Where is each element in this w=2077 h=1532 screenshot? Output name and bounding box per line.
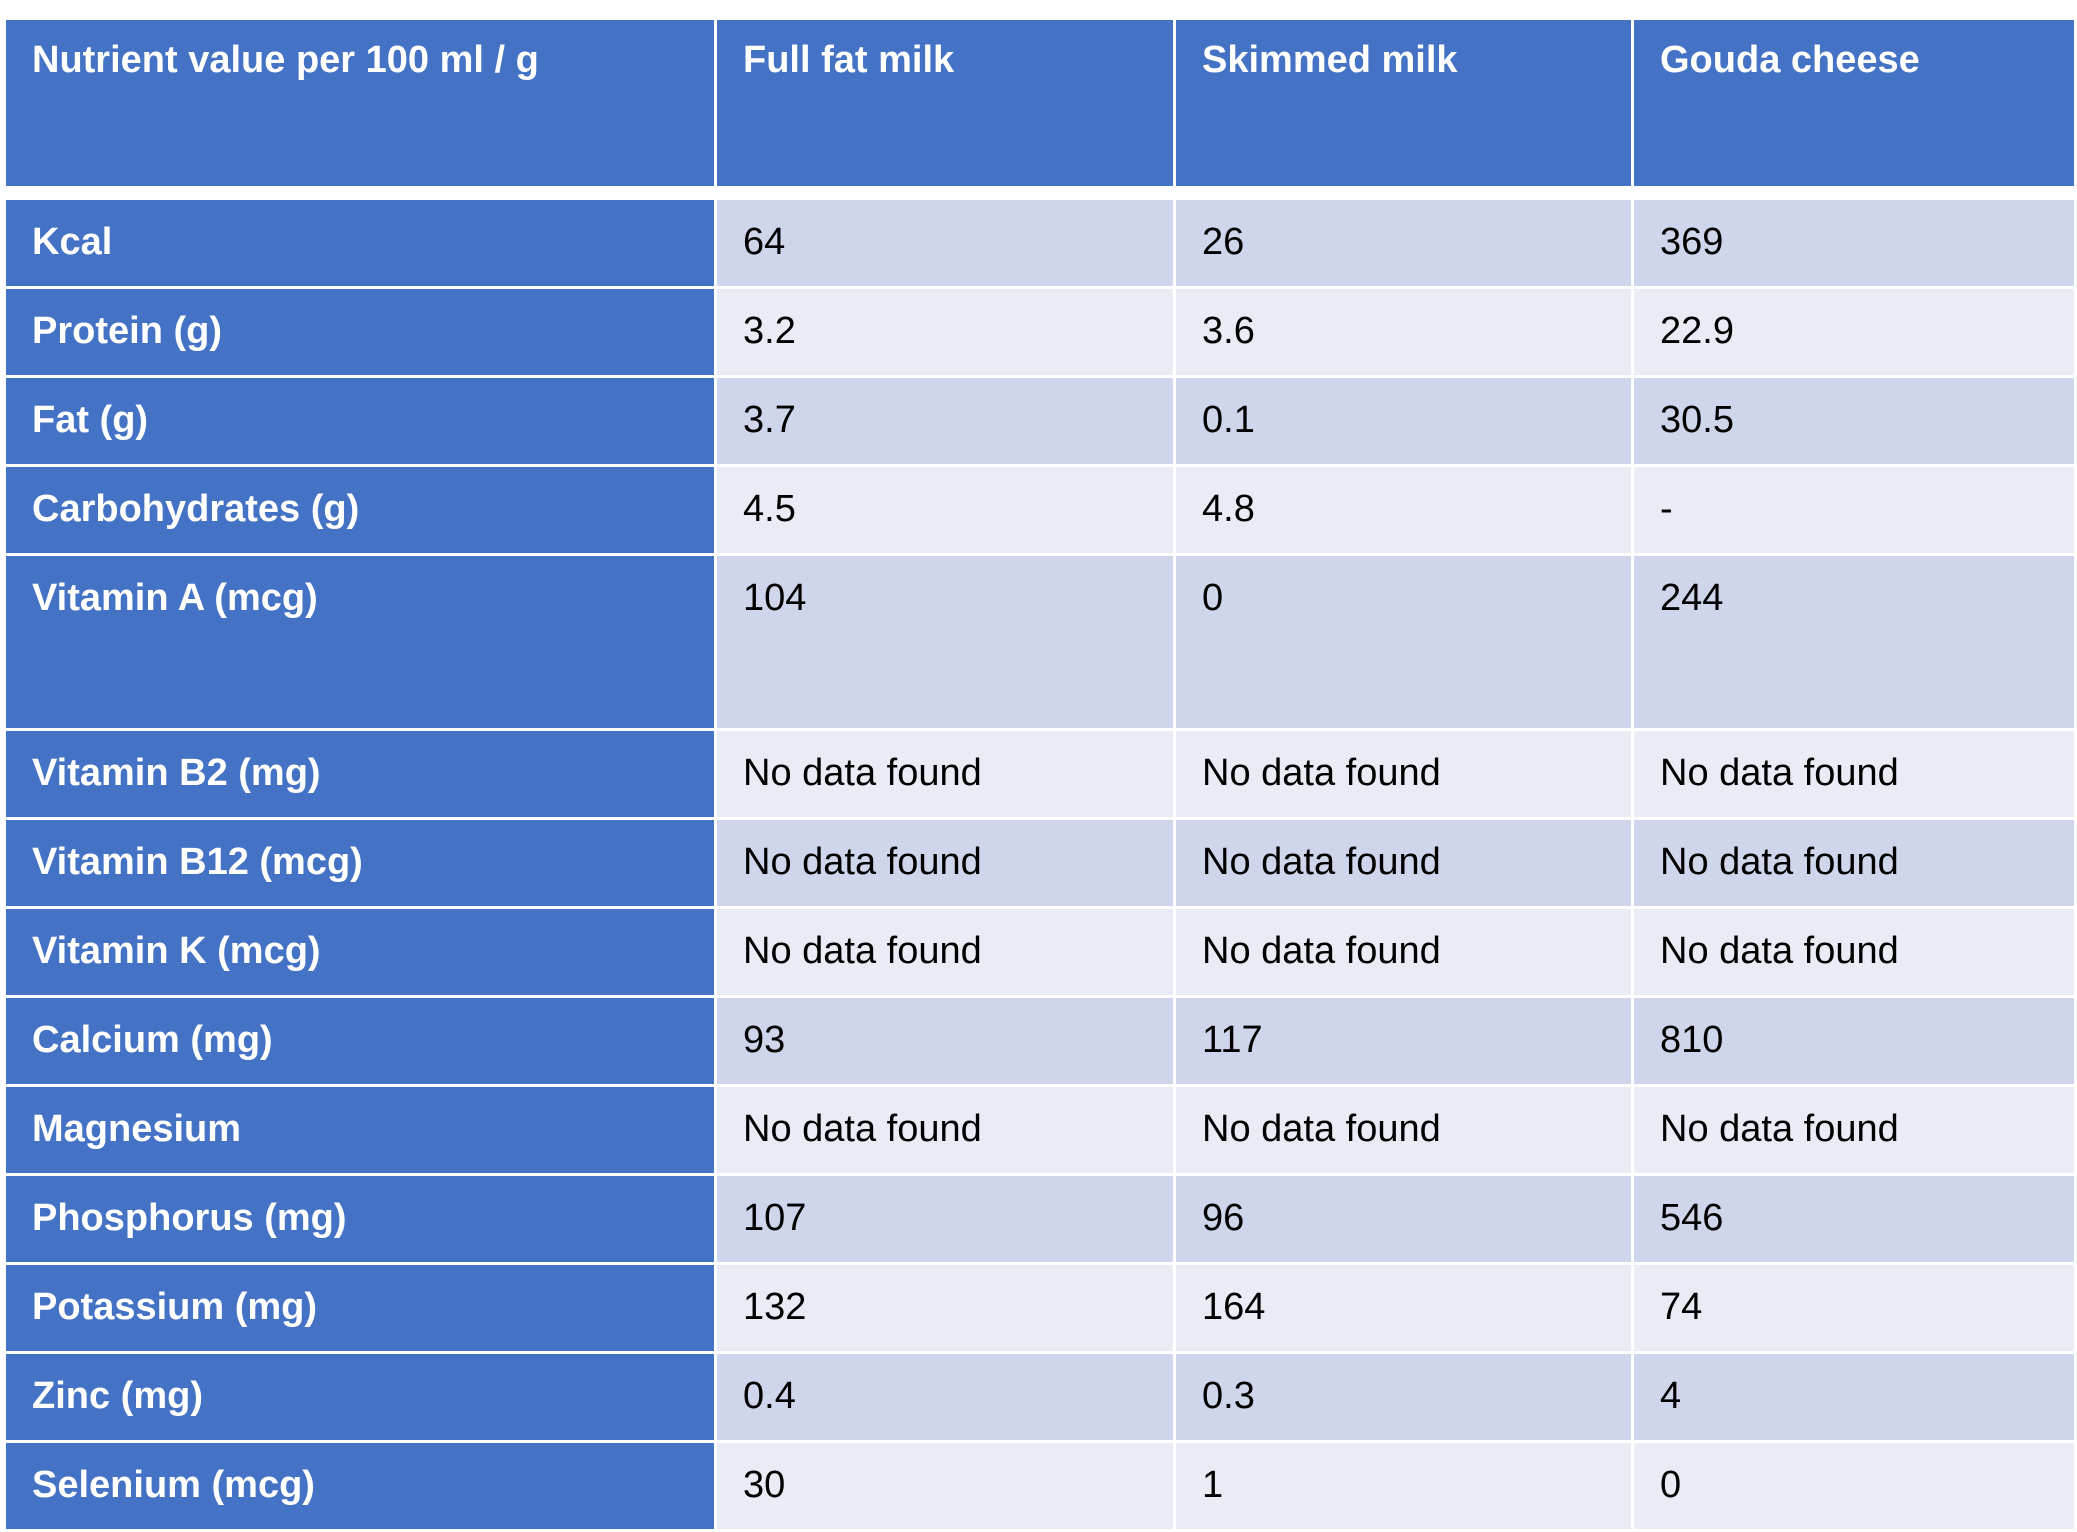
row-label: Vitamin A (mcg) [3, 553, 717, 731]
table-row: Magnesium No data found No data found No da… [3, 1084, 2077, 1176]
cell-value: 93 [714, 995, 1176, 1087]
cell-value: 26 [1173, 197, 1634, 289]
cell-value: 810 [1631, 995, 2077, 1087]
table-body: Kcal 64 26 369 Protein (g) 3.2 3.6 22.9 Fat (g) 3… [3, 197, 2077, 1532]
table-row: Fat (g) 3.7 0.1 30.5 [3, 375, 2077, 467]
cell-value: 0.1 [1173, 375, 1634, 467]
cell-value: 132 [714, 1262, 1176, 1354]
table-header-row: Nutrient value per 100 ml / g Full fat m… [3, 17, 2077, 189]
cell-value: 117 [1173, 995, 1634, 1087]
cell-value: No data found [1173, 906, 1634, 998]
table-row: Phosphorus (mg) 107 96 546 [3, 1173, 2077, 1265]
table-row: Zinc (mg) 0.4 0.3 4 [3, 1351, 2077, 1443]
table-row: Vitamin B2 (mg) No data found No data foun… [3, 728, 2077, 820]
cell-value: 104 [714, 553, 1176, 731]
cell-value: No data found [714, 906, 1176, 998]
table-row: Kcal 64 26 369 [3, 197, 2077, 289]
cell-value: 4.8 [1173, 464, 1634, 556]
cell-value: 96 [1173, 1173, 1634, 1265]
cell-value: 0.3 [1173, 1351, 1634, 1443]
table-row: Vitamin K (mcg) No data found No data foun… [3, 906, 2077, 998]
header-gap [4, 187, 2076, 199]
row-label: Phosphorus (mg) [3, 1173, 717, 1265]
cell-value: 4 [1631, 1351, 2077, 1443]
cell-value: 244 [1631, 553, 2077, 731]
table-row: Vitamin B12 (mcg) No data found No data fo… [3, 817, 2077, 909]
row-label: Fat (g) [3, 375, 717, 467]
cell-value: No data found [1631, 817, 2077, 909]
row-label: Potassium (mg) [3, 1262, 717, 1354]
cell-value: 369 [1631, 197, 2077, 289]
cell-value: No data found [714, 817, 1176, 909]
cell-value: 1 [1173, 1440, 1634, 1532]
header-full-fat-milk: Full fat milk [714, 17, 1176, 189]
cell-value: 74 [1631, 1262, 2077, 1354]
header-gouda-cheese: Gouda cheese [1631, 17, 2077, 189]
cell-value: 0.4 [714, 1351, 1176, 1443]
header-skimmed-milk: Skimmed milk [1173, 17, 1634, 189]
cell-value: - [1631, 464, 2077, 556]
cell-value: 30 [714, 1440, 1176, 1532]
row-label: Selenium (mcg) [3, 1440, 717, 1532]
row-label: Carbohydrates (g) [3, 464, 717, 556]
cell-value: 0 [1631, 1440, 2077, 1532]
row-label: Protein (g) [3, 286, 717, 378]
cell-value: 0 [1173, 553, 1634, 731]
row-label: Vitamin K (mcg) [3, 906, 717, 998]
table-row: Protein (g) 3.2 3.6 22.9 [3, 286, 2077, 378]
table-row: Carbohydrates (g) 4.5 4.8- [3, 464, 2077, 556]
table-row: Selenium (mcg) 30 1 0 [3, 1440, 2077, 1532]
cell-value: 3.7 [714, 375, 1176, 467]
row-label: Vitamin B12 (mcg) [3, 817, 717, 909]
row-label: Kcal [3, 197, 717, 289]
cell-value: 546 [1631, 1173, 2077, 1265]
cell-value: 22.9 [1631, 286, 2077, 378]
table-row: Calcium (mg) 93 117 810 [3, 995, 2077, 1087]
cell-value: 164 [1173, 1262, 1634, 1354]
cell-value: No data found [1631, 906, 2077, 998]
cell-value: No data found [1173, 1084, 1634, 1176]
cell-value: No data found [714, 728, 1176, 820]
row-label: Magnesium [3, 1084, 717, 1176]
nutrient-table: Nutrient value per 100 ml / g Full fat m… [3, 17, 2077, 1532]
cell-value: No data found [1631, 1084, 2077, 1176]
cell-value: No data found [1173, 817, 1634, 909]
row-label: Zinc (mg) [3, 1351, 717, 1443]
cell-value: 30.5 [1631, 375, 2077, 467]
cell-value: 4.5 [714, 464, 1176, 556]
row-label: Calcium (mg) [3, 995, 717, 1087]
row-label: Vitamin B2 (mg) [3, 728, 717, 820]
cell-value: 107 [714, 1173, 1176, 1265]
cell-value: 64 [714, 197, 1176, 289]
table-row: Potassium (mg) 132 164 74 [3, 1262, 2077, 1354]
cell-value: No data found [1631, 728, 2077, 820]
cell-value: No data found [714, 1084, 1176, 1176]
cell-value: 3.6 [1173, 286, 1634, 378]
table-row: Vitamin A (mcg) 104 0 244 [3, 553, 2077, 731]
header-nutrient: Nutrient value per 100 ml / g [3, 17, 717, 189]
cell-value: No data found [1173, 728, 1634, 820]
cell-value: 3.2 [714, 286, 1176, 378]
